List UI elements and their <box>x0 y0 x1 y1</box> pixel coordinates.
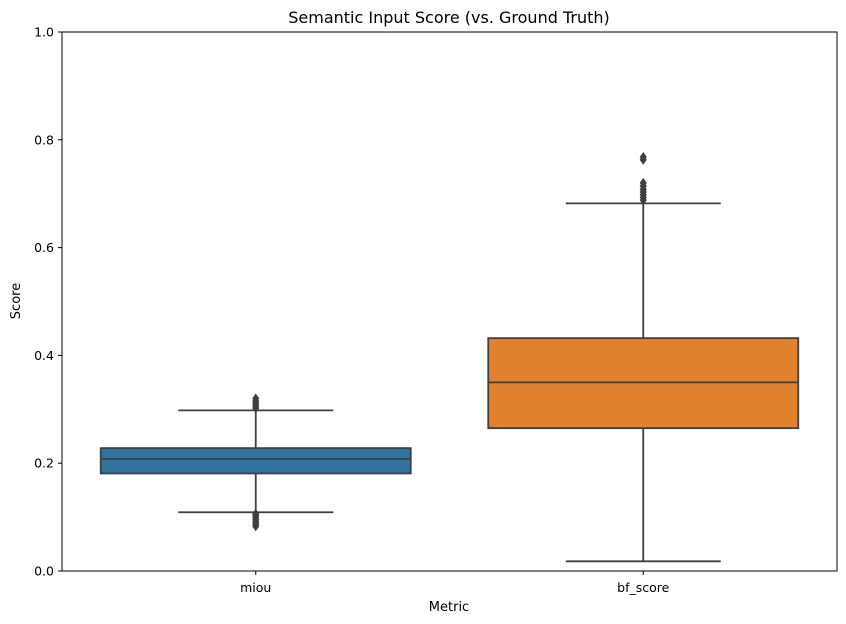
y-axis: 0.0 0.2 0.4 0.6 0.8 1.0 <box>34 25 62 579</box>
outlier-point <box>639 152 647 163</box>
outlier-point <box>252 393 260 404</box>
y-tick-label: 0.2 <box>34 456 54 471</box>
outlier-point <box>639 177 647 188</box>
outlier-point <box>252 508 260 519</box>
y-tick-label: 0.8 <box>34 132 54 147</box>
chart-title: Semantic Input Score (vs. Ground Truth) <box>288 8 610 27</box>
y-tick-label: 0.4 <box>34 348 54 363</box>
box-group-bf_score <box>487 152 800 563</box>
x-axis: miou bf_score <box>240 571 670 595</box>
y-axis-label: Score <box>9 283 24 319</box>
axes-frame <box>61 31 838 572</box>
x-axis-label: Metric <box>429 600 469 615</box>
y-tick-label: 0.6 <box>34 240 54 255</box>
x-tick-label: miou <box>240 580 271 595</box>
plot-area <box>99 152 800 563</box>
y-tick-label: 1.0 <box>34 25 54 40</box>
x-tick-label: bf_score <box>617 580 669 595</box>
box-iqr <box>99 447 412 475</box>
box-group-miou <box>99 393 412 532</box>
y-tick-label: 0.0 <box>34 564 54 579</box>
